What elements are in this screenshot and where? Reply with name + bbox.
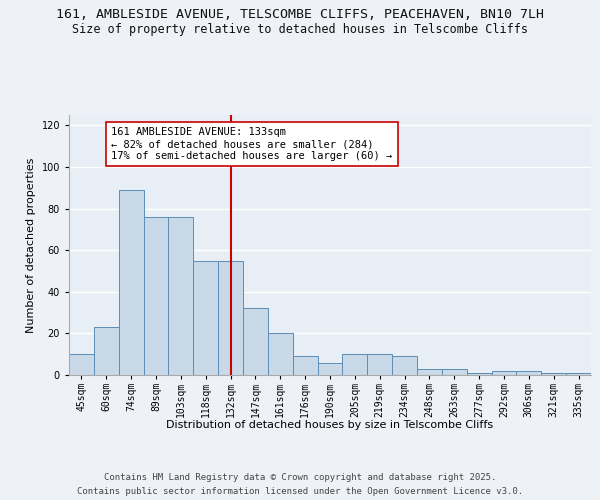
Bar: [367, 354, 392, 375]
Bar: [193, 260, 218, 375]
Bar: [442, 369, 467, 375]
Bar: [541, 373, 566, 375]
Bar: [218, 260, 243, 375]
Text: Contains public sector information licensed under the Open Government Licence v3: Contains public sector information licen…: [77, 488, 523, 496]
Bar: [343, 354, 367, 375]
Bar: [517, 371, 541, 375]
Bar: [268, 334, 293, 375]
Bar: [293, 356, 317, 375]
Text: 161, AMBLESIDE AVENUE, TELSCOMBE CLIFFS, PEACEHAVEN, BN10 7LH: 161, AMBLESIDE AVENUE, TELSCOMBE CLIFFS,…: [56, 8, 544, 20]
Bar: [317, 362, 343, 375]
Bar: [467, 373, 491, 375]
Bar: [69, 354, 94, 375]
Text: Size of property relative to detached houses in Telscombe Cliffs: Size of property relative to detached ho…: [72, 22, 528, 36]
Text: Contains HM Land Registry data © Crown copyright and database right 2025.: Contains HM Land Registry data © Crown c…: [104, 472, 496, 482]
Bar: [169, 217, 193, 375]
Bar: [417, 369, 442, 375]
Bar: [392, 356, 417, 375]
Bar: [243, 308, 268, 375]
Bar: [143, 217, 169, 375]
Y-axis label: Number of detached properties: Number of detached properties: [26, 158, 36, 332]
X-axis label: Distribution of detached houses by size in Telscombe Cliffs: Distribution of detached houses by size …: [166, 420, 494, 430]
Text: 161 AMBLESIDE AVENUE: 133sqm
← 82% of detached houses are smaller (284)
17% of s: 161 AMBLESIDE AVENUE: 133sqm ← 82% of de…: [111, 128, 392, 160]
Bar: [119, 190, 143, 375]
Bar: [94, 327, 119, 375]
Bar: [566, 373, 591, 375]
Bar: [491, 371, 517, 375]
